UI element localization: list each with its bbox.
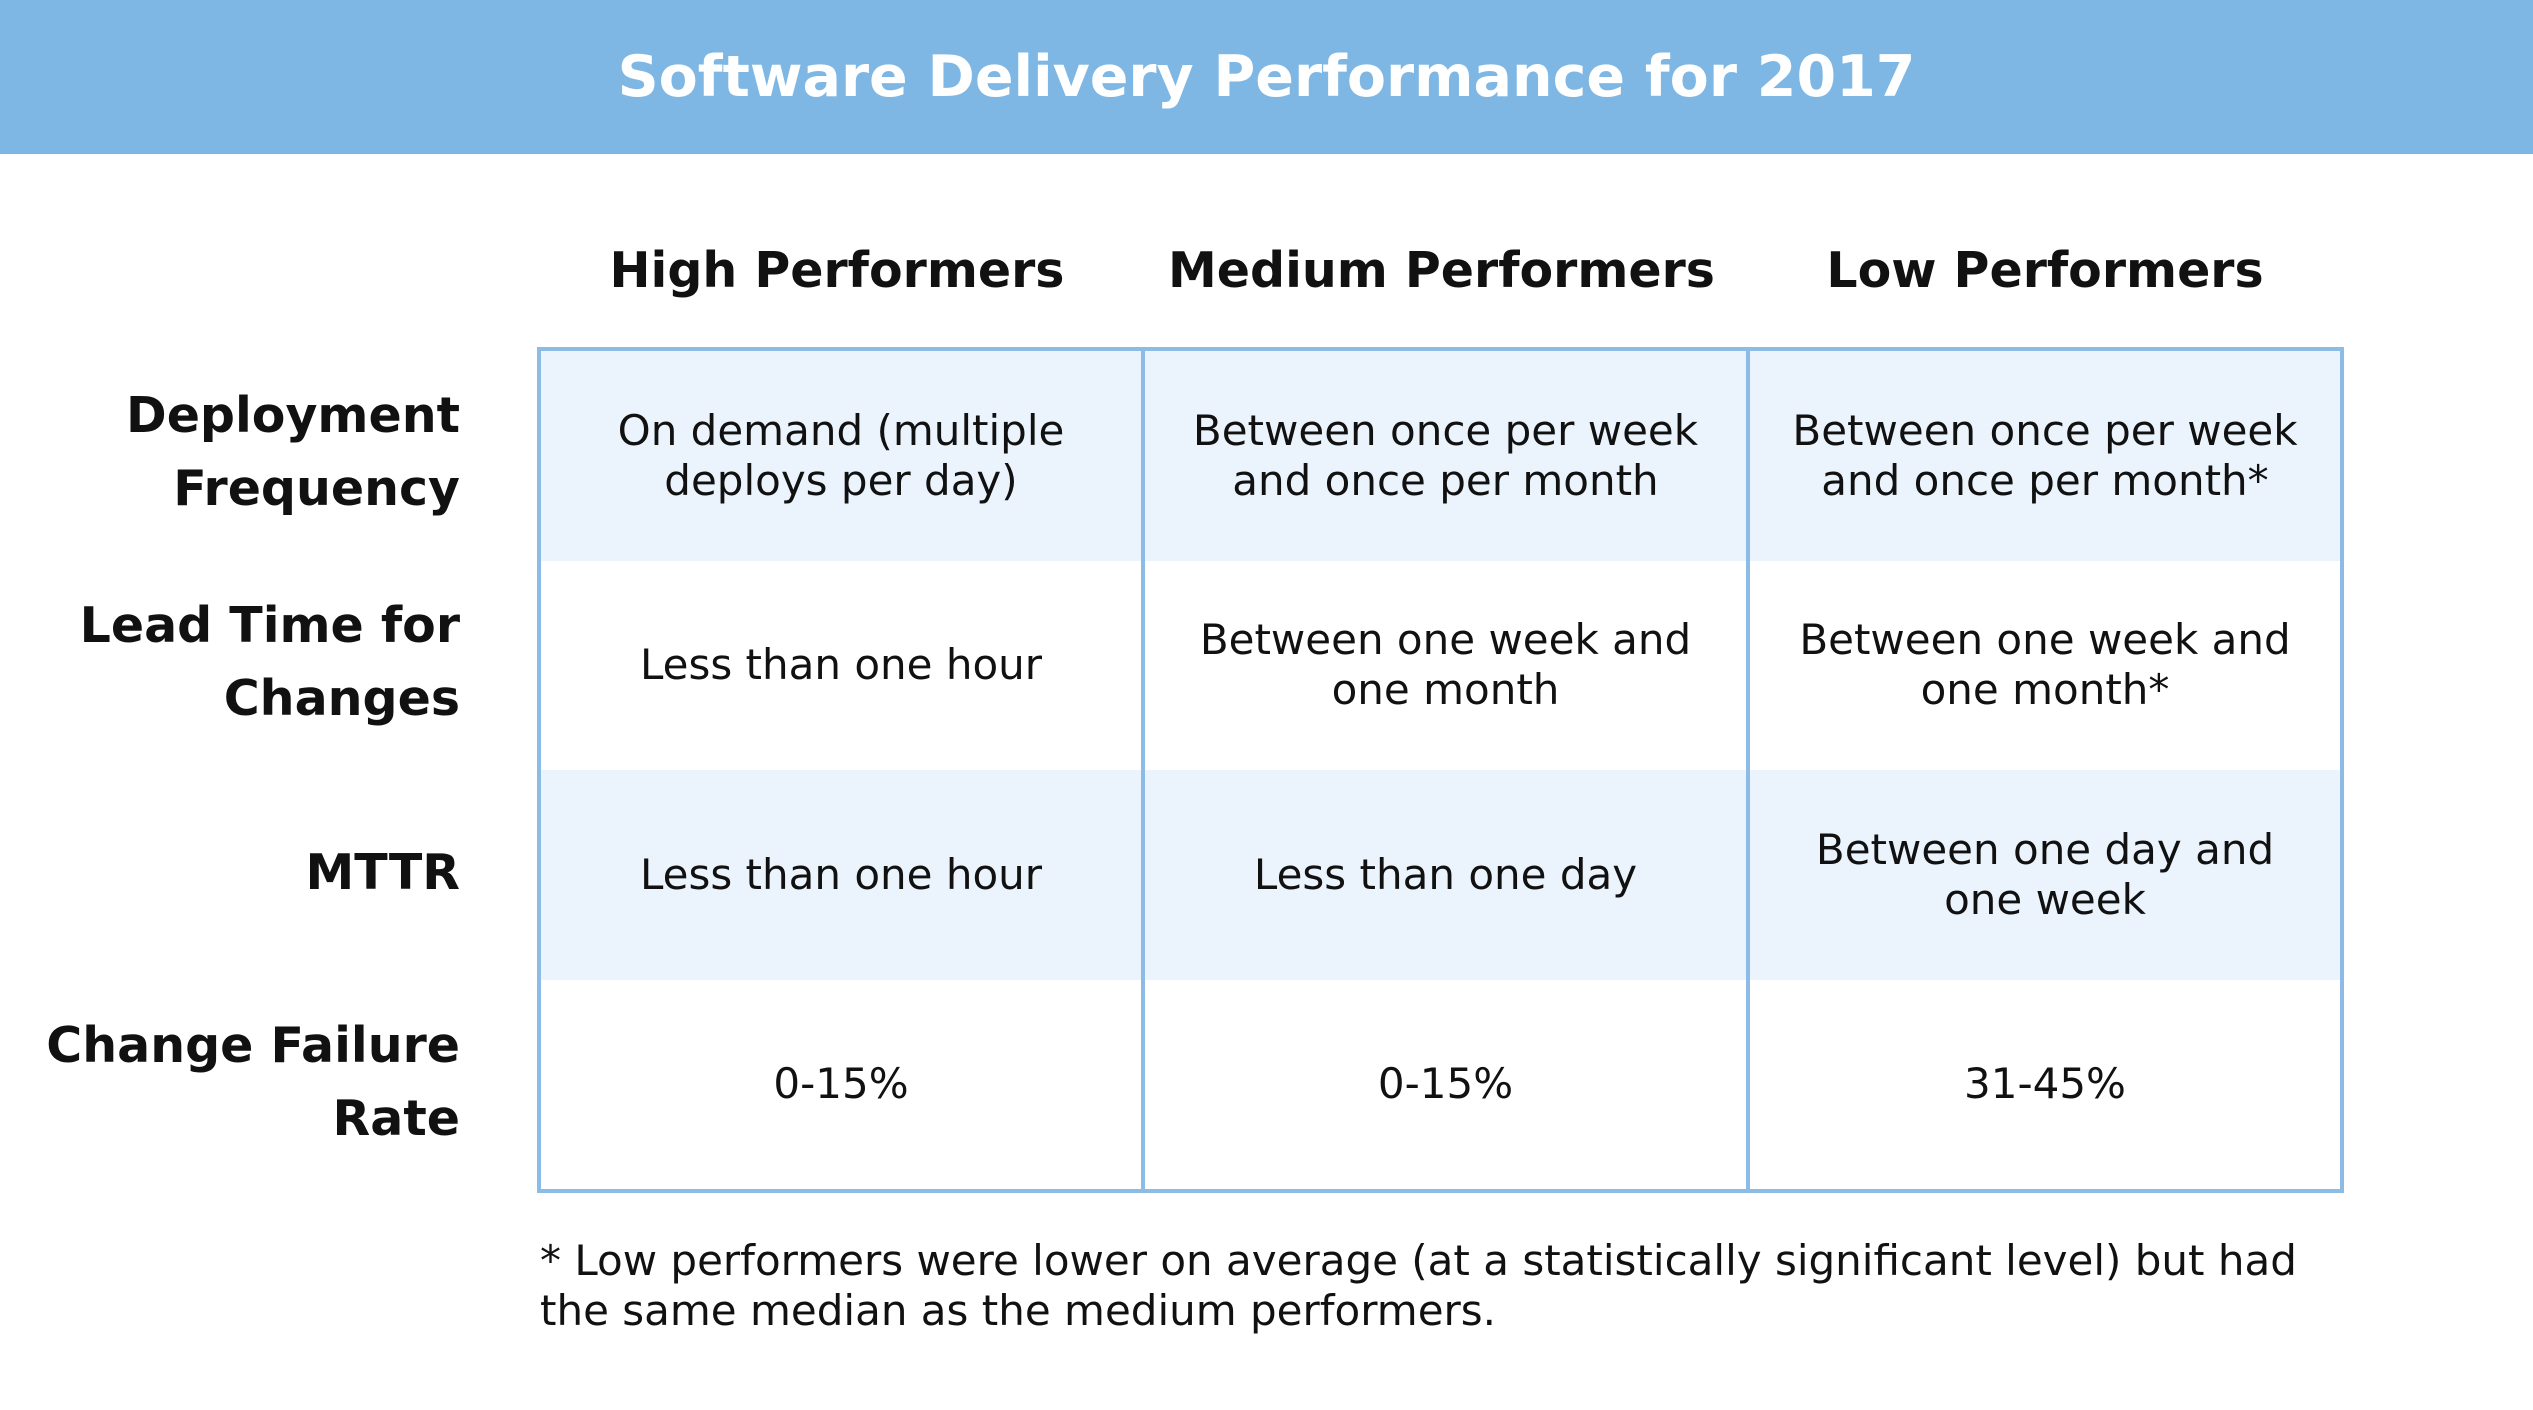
row-label-change-failure-rate: Change Failure Rate	[40, 977, 460, 1187]
table-cell: Between one day and one week	[1750, 770, 2340, 980]
table-cell: Between once per week and once per month…	[1750, 351, 2340, 561]
table-cell: 0-15%	[541, 980, 1141, 1190]
cell-line: one week	[1944, 874, 2146, 924]
table-cell: Less than one hour	[541, 770, 1141, 980]
cell-line: Between one week and	[1799, 615, 2291, 665]
row-label-line: MTTR	[305, 843, 460, 901]
cell-line: and once per month	[1232, 455, 1659, 505]
table-cell: Less than one day	[1141, 770, 1750, 980]
title-bar: Software Delivery Performance for 2017	[0, 0, 2533, 154]
cell-line: 0-15%	[773, 1059, 909, 1109]
cell-line: On demand (multiple	[617, 405, 1065, 455]
table-cell: Between one week and one month	[1141, 560, 1750, 770]
row-label-lead-time: Lead Time for Changes	[40, 557, 460, 767]
cell-line: Between once per week	[1192, 405, 1699, 455]
cell-line: Between once per week	[1792, 405, 2298, 455]
table-cell: 0-15%	[1141, 979, 1750, 1189]
cell-line: Between one day and	[1815, 824, 2275, 874]
cell-line: one month	[1331, 665, 1560, 715]
cell-line: Less than one hour	[639, 849, 1043, 899]
cell-line: Less than one hour	[639, 640, 1043, 690]
table-cell: Less than one hour	[541, 561, 1141, 771]
cell-line: one month*	[1920, 665, 2170, 715]
column-header-high: High Performers	[609, 241, 1065, 299]
column-header-low: Low Performers	[1826, 241, 2264, 299]
cell-line: Less than one day	[1253, 849, 1638, 899]
table-cell: On demand (multiple deploys per day)	[541, 351, 1141, 561]
row-label-line: Frequency	[173, 460, 460, 517]
cell-line: deploys per day)	[664, 455, 1018, 505]
cell-line: Between one week and	[1199, 615, 1692, 665]
column-header-medium: Medium Performers	[1168, 241, 1715, 299]
footnote: * Low performers were lower on average (…	[540, 1236, 2320, 1336]
row-label-line: Rate	[332, 1090, 460, 1147]
row-label-line: Lead Time for	[79, 597, 460, 654]
cell-line: and once per month*	[1821, 455, 2269, 505]
row-label-line: Change Failure	[46, 1017, 460, 1074]
row-label-line: Deployment	[126, 387, 460, 444]
cell-line: 0-15%	[1377, 1059, 1514, 1109]
row-label-line: Changes	[223, 670, 460, 727]
cell-line: 31-45%	[1964, 1059, 2126, 1109]
row-label-deployment-frequency: Deployment Frequency	[40, 347, 460, 557]
table-cell: 31-45%	[1750, 980, 2340, 1190]
table-cell: Between once per week and once per month	[1141, 351, 1750, 561]
performance-table: On demand (multiple deploys per day) Bet…	[537, 347, 2344, 1193]
table-cell: Between one week and one month*	[1750, 561, 2340, 771]
footnote-line: the same median as the medium performers…	[540, 1286, 1497, 1335]
row-label-mttr: MTTR	[40, 767, 460, 977]
footnote-line: * Low performers were lower on average (…	[540, 1236, 2297, 1285]
page-title: Software Delivery Performance for 2017	[617, 44, 1916, 110]
